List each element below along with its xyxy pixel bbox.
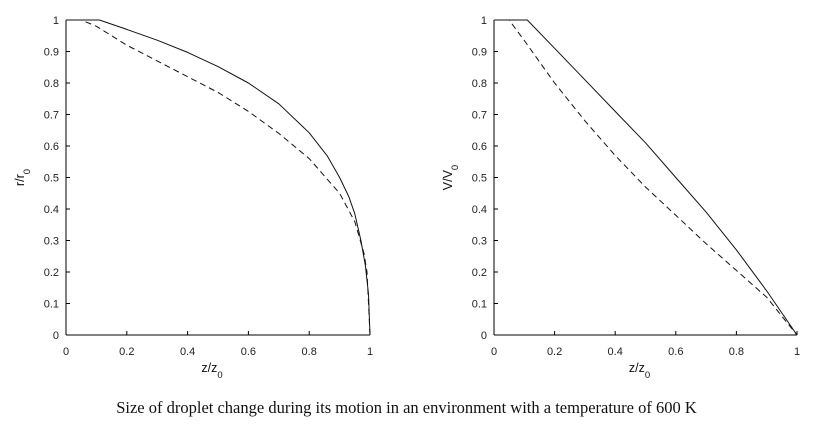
y-tick-label: 0.6 (472, 141, 487, 153)
y-tick-label: 0.1 (472, 299, 487, 311)
y-tick-label: 0.1 (44, 299, 59, 311)
y-axis-label: V/V0 (441, 165, 461, 190)
x-axis-label: z/z0 (201, 361, 222, 381)
y-tick-label: 0.7 (472, 110, 487, 122)
y-tick-label: 1 (53, 15, 59, 27)
x-axis-label: z/z0 (629, 361, 650, 381)
y-tick-label: 0.7 (44, 110, 59, 122)
y-tick-label: 0.4 (472, 204, 487, 216)
plot-right-volume: 0 0.2 0.4 0.6 0.8 1 0 0.1 0.2 0.3 0.4 0.5 0.6 0.7 0.8 0… (441, 15, 800, 381)
series-line-solid (494, 19, 798, 336)
x-tick-label: 0.8 (302, 346, 317, 358)
y-tick-label: 0.4 (44, 204, 59, 216)
x-tick-label: 0.2 (547, 346, 562, 358)
x-tick-label: 1 (794, 346, 800, 358)
y-tick-label: 0.9 (472, 47, 487, 59)
x-tick-label: 0.2 (119, 346, 134, 358)
y-tick-label: 0.6 (44, 141, 59, 153)
y-tick-label: 0.3 (472, 236, 487, 248)
y-tick-label: 0 (53, 330, 59, 342)
y-axis-label: r/r0 (13, 169, 33, 186)
y-tick-label: 0 (481, 330, 487, 342)
series-line-dashed (66, 19, 371, 336)
x-tick-label: 1 (367, 346, 373, 358)
x-tick-label: 0.4 (180, 346, 195, 358)
y-tick-label: 0.8 (44, 78, 59, 90)
y-tick-label: 0.9 (44, 47, 59, 59)
figure-caption: Size of droplet change during its motion… (116, 398, 697, 417)
x-tick-label: 0 (63, 346, 69, 358)
y-tick-label: 0.5 (472, 173, 487, 185)
x-tick-label: 0.4 (608, 346, 623, 358)
x-tick-label: 0 (491, 346, 497, 358)
y-tick-label: 0.8 (472, 78, 487, 90)
x-tick-label: 0.6 (241, 346, 256, 358)
x-tick-label: 0.8 (729, 346, 744, 358)
y-tick-label: 1 (481, 15, 487, 27)
series-line-solid (66, 19, 371, 336)
y-tick-label: 0.5 (44, 173, 59, 185)
y-tick-label: 0.2 (472, 267, 487, 279)
y-tick-label: 0.2 (44, 267, 59, 279)
plot-left-radius: 0 0.2 0.4 0.6 0.8 1 0 0.1 0.2 0.3 0.4 0.5 0.6 0.7 0.8 0… (13, 15, 373, 381)
series-line-dashed (494, 19, 798, 336)
y-tick-label: 0.3 (44, 236, 59, 248)
x-tick-label: 0.6 (668, 346, 683, 358)
